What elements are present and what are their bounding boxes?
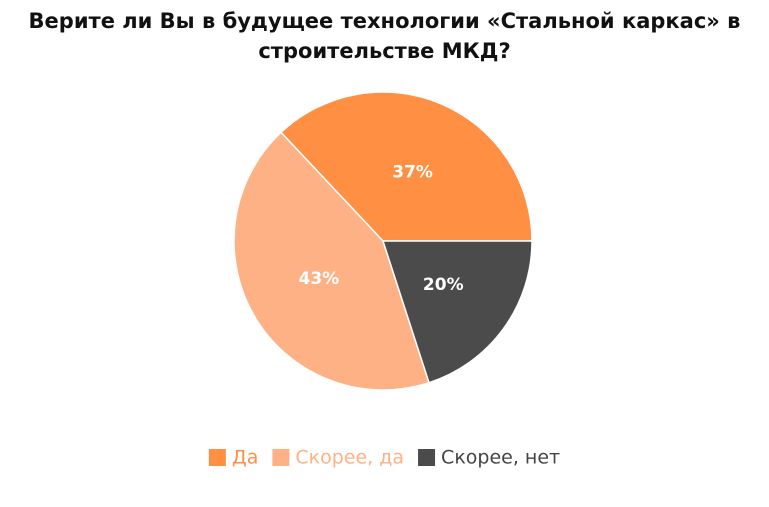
data-label: 43% [299,269,340,289]
data-label: 37% [392,163,433,183]
pie-slice [279,91,533,242]
legend-label: Да [232,447,259,469]
pie-slice [233,131,430,391]
legend-swatch [208,449,226,466]
chart-title: Верите ли Вы в будущее технологии «Сталь… [28,9,741,63]
legend-swatch [272,449,290,466]
legend-label: Скорее, да [295,447,404,469]
pie-slice [381,240,533,384]
legend-label: Скорее, нет [441,447,560,469]
data-label: 20% [423,275,464,295]
legend-swatch [418,449,436,466]
